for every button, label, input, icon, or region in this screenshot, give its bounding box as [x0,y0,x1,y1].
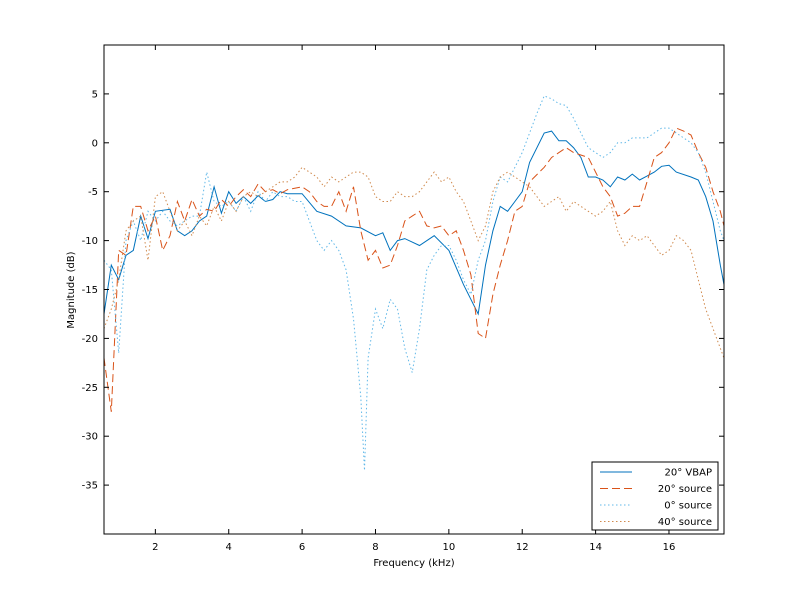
series-line-3 [103,95,725,471]
y-tick-label: 5 [92,89,98,100]
series-layer [103,95,725,471]
legend-label-3: 0° source [664,501,712,512]
y-tick-label: -5 [88,187,98,198]
x-tick-label: 12 [516,542,529,553]
y-tick-label: -25 [82,383,98,394]
legend-box [591,461,719,531]
x-tick-label: 16 [663,542,676,553]
plot-area [104,45,724,534]
x-axis-label: Frequency (kHz) [373,558,454,569]
x-tick-label: 8 [372,542,378,553]
y-tick-label: -10 [82,236,98,247]
y-axis-label: Magnitude (dB) [66,251,77,328]
y-tick-label: -30 [82,432,98,443]
tick-layer: 2 4 6 8 10 12 14 16 5 0 -5 -10 -15 -20 -25 -30 -35 [82,45,724,553]
x-tick-label: 6 [299,542,305,553]
legend-label-4: 40° source [658,517,712,528]
x-tick-label: 2 [152,542,158,553]
series-line-4 [103,166,725,359]
x-tick-label: 4 [226,542,232,553]
x-tick-label: 14 [589,542,602,553]
series-line-2 [103,127,725,412]
legend: 20° VBAP 20° source 0° source 40° source [591,461,719,531]
series-line-1 [103,130,725,316]
legend-label-2: 20° source [658,484,712,495]
legend-label-1: 20° VBAP [665,468,712,479]
y-tick-label: -15 [82,285,98,296]
x-tick-label: 10 [442,542,455,553]
y-tick-label: -20 [82,334,98,345]
y-tick-label: -35 [82,481,98,492]
y-tick-label: 0 [92,138,98,149]
